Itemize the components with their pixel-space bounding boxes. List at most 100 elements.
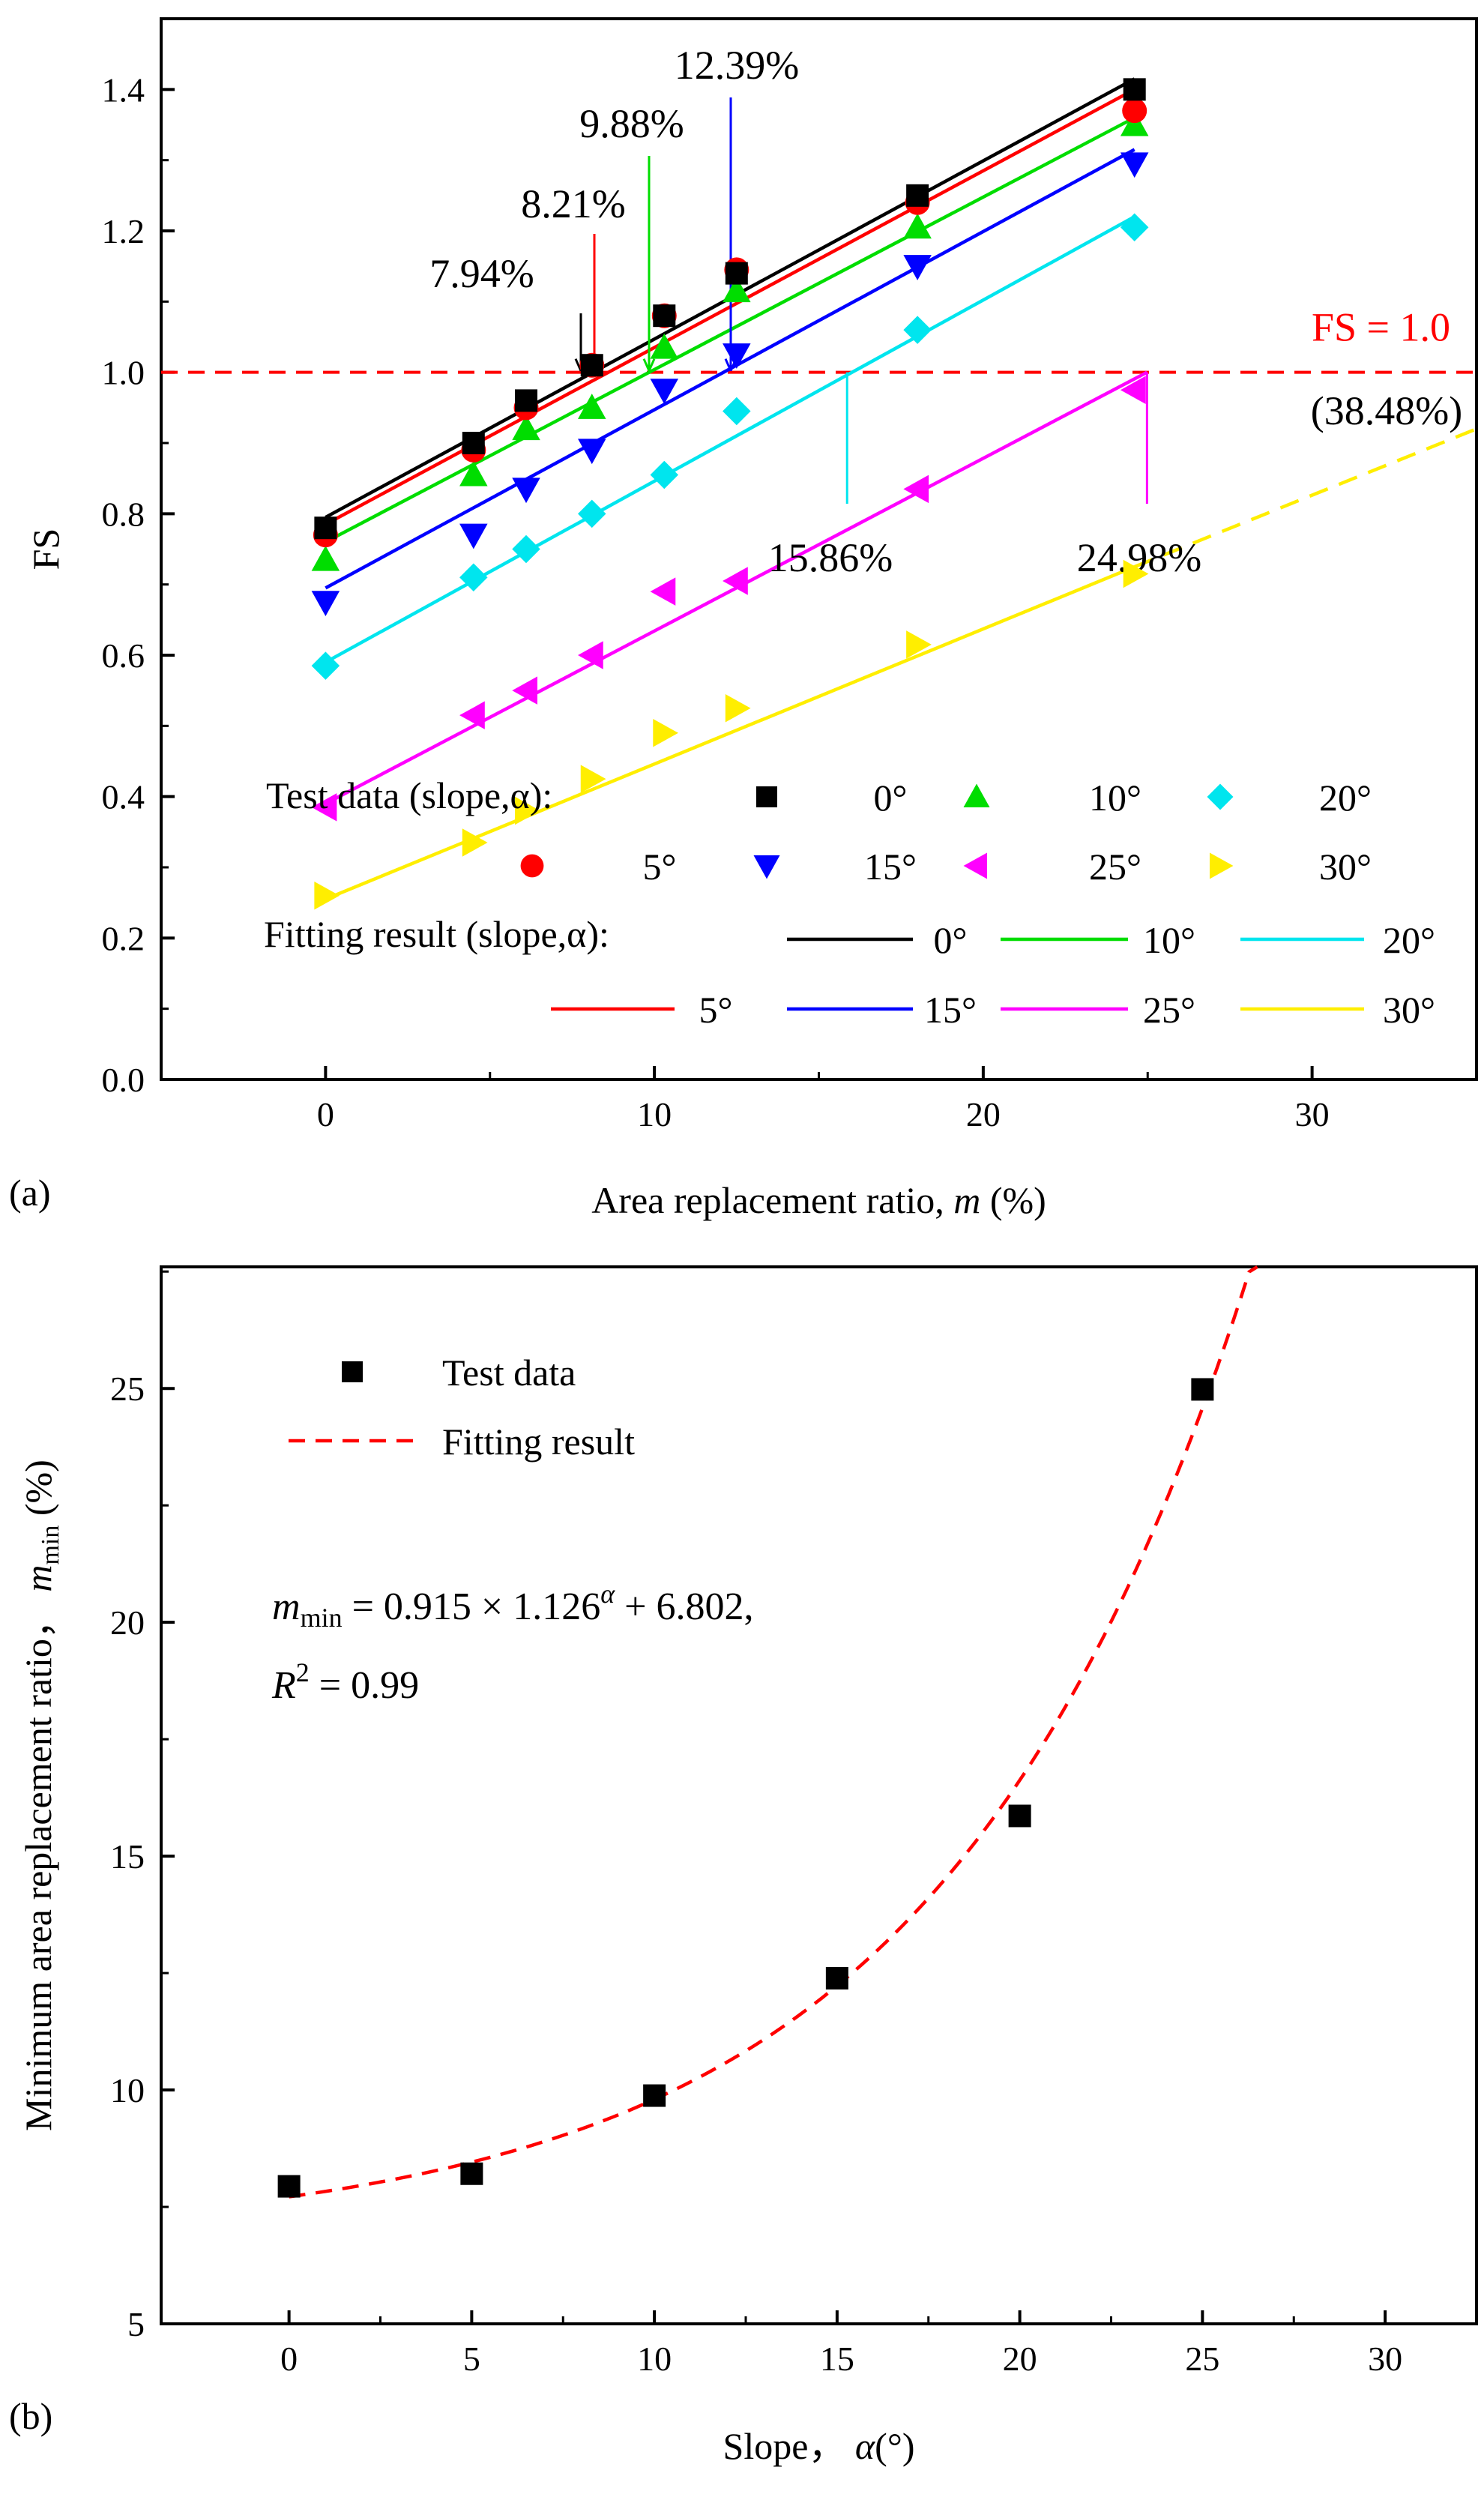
test-point-0° (462, 432, 485, 454)
test-point-20° (459, 563, 488, 591)
legend-test-data-heading: Test data (slope,α): (266, 774, 552, 816)
test-point-25° (903, 475, 929, 504)
panel-a-annotations: 7.94%8.21%9.88%12.39%15.86% 24.98%(38.48%… (429, 43, 1462, 580)
annotation-arrowhead (642, 358, 651, 372)
panel-b-plot-frame (160, 1265, 1478, 2325)
test-point-25° (1120, 376, 1146, 404)
test-point-20° (512, 534, 540, 564)
panel-a-fs-chart: 0 10 20 30 0.0 0.2 0.4 0.6 0.8 1.0 1.2 1.4 Area re… (25, 17, 1478, 1221)
panel-a-x-tick-label: 0 (317, 1095, 334, 1133)
panel-a-y-tick-label: 1.0 (102, 354, 145, 392)
legend-test-label-15°: 15° (864, 846, 917, 888)
test-point-15° (578, 439, 606, 465)
legend-test-marker-15° (753, 855, 780, 879)
test-point-20° (311, 651, 340, 680)
annotation-8.21%: 8.21% (521, 181, 625, 226)
panel-a-y-tick-label: 0.4 (102, 778, 145, 816)
test-data-point (1191, 1378, 1214, 1401)
legend-test-marker-5° (520, 854, 544, 878)
panel-a-y-tick-label: 0.2 (102, 919, 145, 957)
panel-a-y-tick-label: 0.6 (102, 636, 145, 675)
panel-a-y-tick-label: 0.0 (102, 1061, 145, 1099)
test-point-10° (311, 545, 340, 571)
legend-test-data-marker (342, 1361, 363, 1382)
test-point-10° (578, 394, 606, 419)
equation-line-2: R2 = 0.99 (271, 1657, 419, 1707)
panel-b-x-tick-label: 5 (463, 2340, 480, 2378)
test-point-30° (653, 719, 679, 747)
test-data-point (277, 2175, 301, 2198)
panel-b-y-tick-label: 25 (110, 1370, 145, 1408)
test-point-10° (459, 460, 488, 487)
test-point-20° (650, 460, 679, 490)
panel-a-y-tick-label: 1.2 (102, 212, 145, 250)
legend-fit-label-20°: 20° (1383, 919, 1435, 961)
panel-b-test-points (277, 1378, 1214, 2198)
panel-b-x-axis: 0 5 10 15 20 25 30 (280, 2310, 1478, 2378)
legend-test-label-10°: 10° (1089, 777, 1141, 819)
test-point-10° (512, 415, 540, 441)
panel-a-y-axis-title: FS (25, 528, 67, 570)
test-point-10° (723, 277, 751, 303)
panel-a-y-tick-label: 0.8 (102, 495, 145, 533)
test-point-30° (906, 630, 932, 659)
legend-test-marker-10° (963, 783, 990, 807)
annotation-arrowhead (574, 358, 582, 372)
panel-b-label: (b) (9, 2395, 52, 2437)
legend-fit-label-25°: 25° (1143, 989, 1195, 1031)
panel-a-x-tick-label: 20 (966, 1095, 1001, 1133)
panel-b-x-axis-title: Slope， α(°) (723, 2425, 915, 2467)
test-point-30° (725, 694, 751, 723)
legend-fit-label-5°: 5° (699, 989, 733, 1031)
panel-b-y-axis: 5 10 15 20 25 (110, 1270, 175, 2343)
panel-a-test-points (311, 78, 1149, 910)
legend-test-marker-25° (963, 852, 987, 879)
test-point-30° (462, 828, 488, 857)
test-point-0° (1123, 78, 1146, 101)
test-data-point (825, 1966, 848, 1990)
test-point-25° (578, 641, 603, 669)
legend-test-label-20°: 20° (1319, 777, 1372, 819)
fitting-result-curve (289, 1265, 1258, 2199)
panel-a-x-tick-label: 30 (1295, 1095, 1330, 1133)
panel-a-y-tick-label: 1.4 (102, 70, 145, 109)
test-point-10° (903, 213, 932, 239)
test-point-25° (311, 793, 337, 822)
panel-b-equation: mmin = 0.915 × 1.126α + 6.802, R2 = 0.99 (271, 1579, 753, 1707)
panel-b-y-tick-label: 5 (127, 2305, 145, 2343)
legend-test-marker-20° (1207, 783, 1234, 810)
test-point-15° (903, 255, 932, 280)
test-point-10° (650, 333, 679, 359)
test-point-20° (578, 499, 606, 528)
panel-b-x-tick-label: 10 (637, 2340, 672, 2378)
panel-a-label: (a) (9, 1172, 51, 1214)
legend-fitting-label: Fitting result (442, 1421, 635, 1463)
panel-a-x-tick-label: 10 (637, 1095, 672, 1133)
annotation-arrowhead (648, 358, 656, 372)
test-point-15° (311, 591, 340, 616)
panel-b-x-tick-label: 20 (1003, 2340, 1037, 2378)
test-point-15° (512, 478, 540, 504)
test-point-5° (1122, 98, 1147, 124)
panel-b-legend: Test data Fitting result (289, 1352, 635, 1463)
test-point-25° (650, 577, 676, 606)
test-point-15° (459, 523, 488, 549)
test-point-0° (580, 354, 603, 377)
test-point-0° (314, 516, 337, 540)
annotation-7.94%: 7.94% (429, 251, 534, 296)
legend-test-label-25°: 25° (1089, 846, 1141, 888)
panel-b-x-tick-label: 15 (820, 2340, 854, 2378)
test-point-20° (1120, 213, 1149, 242)
test-point-0° (653, 304, 676, 328)
annotation-9.88%: 9.88% (579, 101, 684, 146)
panel-a-fs-reference-line: FS = 1.0 (161, 305, 1477, 374)
panel-b-y-tick-label: 20 (110, 1603, 145, 1642)
legend-fit-label-0°: 0° (934, 919, 968, 961)
annotation-15.86%: 15.86% (768, 535, 893, 580)
test-point-0° (725, 262, 748, 285)
legend-test-label-30°: 30° (1319, 846, 1372, 888)
test-point-30° (515, 796, 540, 825)
annotation-(38.48%): (38.48%) (1311, 388, 1462, 433)
annotation-arrowhead (724, 358, 732, 372)
